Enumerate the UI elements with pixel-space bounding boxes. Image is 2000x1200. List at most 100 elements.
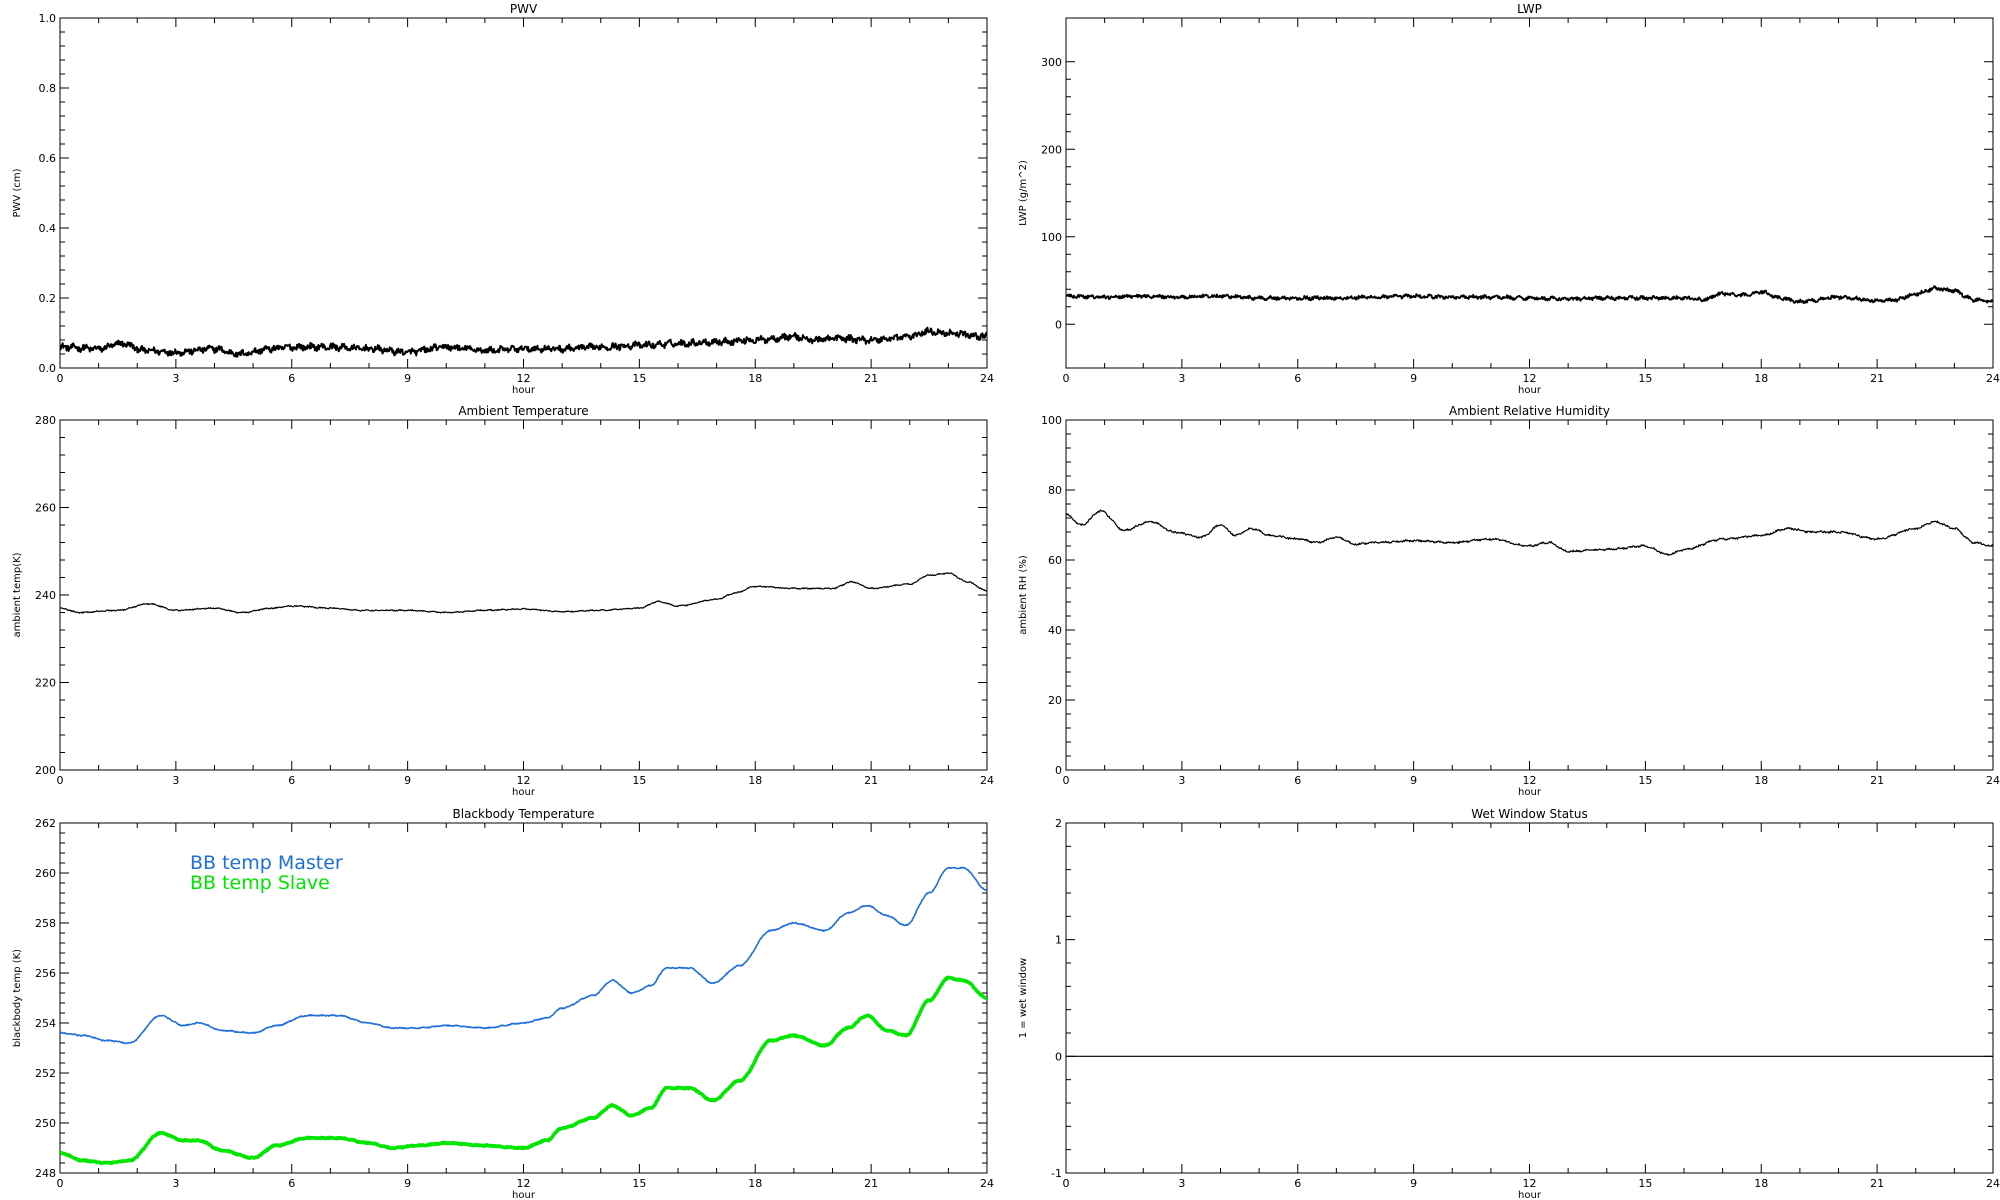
- y-tick-label: 260: [35, 502, 56, 515]
- x-tick-label: 24: [1986, 774, 2000, 787]
- x-axis-label: hour: [1518, 1190, 1542, 1200]
- series-line-1: [1066, 285, 1993, 305]
- x-tick-label: 3: [172, 774, 179, 787]
- y-tick-label: 1.0: [39, 12, 57, 25]
- x-tick-label: 12: [517, 372, 531, 385]
- x-tick-label: 3: [1178, 1177, 1185, 1190]
- y-tick-label: -1: [1051, 1167, 1062, 1180]
- plot-frame: [1065, 17, 1994, 369]
- y-tick-label: 100: [1041, 414, 1062, 427]
- x-tick-label: 18: [748, 774, 762, 787]
- y-tick-label: 220: [35, 677, 56, 690]
- plot-frame: [1065, 419, 1994, 771]
- chart-title: Blackbody Temperature: [453, 807, 595, 821]
- x-tick-label: 12: [1523, 774, 1537, 787]
- x-tick-label: 24: [980, 774, 994, 787]
- x-tick-label: 15: [632, 774, 646, 787]
- x-tick-label: 9: [404, 372, 411, 385]
- y-tick-label: 0.8: [39, 82, 57, 95]
- y-tick-label: 100: [1041, 231, 1062, 244]
- series-line-1: [60, 572, 987, 614]
- y-tick-label: 280: [35, 414, 56, 427]
- x-tick-label: 0: [1063, 1177, 1070, 1190]
- x-tick-label: 24: [1986, 372, 2000, 385]
- legend-entry: BB temp Master: [190, 852, 343, 874]
- x-tick-label: 3: [1178, 774, 1185, 787]
- x-tick-label: 3: [172, 1177, 179, 1190]
- series-line-2: [60, 975, 987, 1166]
- x-tick-label: 18: [748, 372, 762, 385]
- chart-title: Ambient Relative Humidity: [1449, 404, 1610, 418]
- y-tick-label: 240: [35, 589, 56, 602]
- x-tick-label: 15: [1638, 1177, 1652, 1190]
- x-tick-label: 9: [1410, 372, 1417, 385]
- y-tick-label: 262: [35, 817, 56, 830]
- y-tick-label: 248: [35, 1167, 56, 1180]
- y-tick-label: 300: [1041, 56, 1062, 69]
- y-tick-label: 0: [1055, 764, 1062, 777]
- x-tick-label: 9: [404, 774, 411, 787]
- x-tick-label: 3: [172, 372, 179, 385]
- plot-frame: [59, 419, 988, 771]
- x-tick-label: 18: [748, 1177, 762, 1190]
- x-tick-label: 24: [980, 1177, 994, 1190]
- y-tick-label: 0.4: [39, 222, 57, 235]
- x-tick-label: 12: [517, 1177, 531, 1190]
- chart-panel-3: Ambient Temperature 0 3 6 9 12 15 18 21 24 200 220 2…: [12, 404, 994, 798]
- x-tick-label: 21: [864, 372, 878, 385]
- chart-title: Wet Window Status: [1471, 807, 1587, 821]
- y-axis-label: ambient temp(K): [12, 552, 23, 637]
- x-tick-label: 9: [1410, 774, 1417, 787]
- x-axis-label: hour: [512, 385, 536, 396]
- chart-title: LWP: [1517, 2, 1542, 16]
- x-tick-label: 12: [1523, 1177, 1537, 1190]
- x-axis-label: hour: [1518, 385, 1542, 396]
- x-tick-label: 15: [632, 1177, 646, 1190]
- y-tick-label: 260: [35, 867, 56, 880]
- y-tick-label: 0.2: [39, 292, 57, 305]
- x-tick-label: 9: [1410, 1177, 1417, 1190]
- y-tick-label: 40: [1048, 624, 1062, 637]
- x-tick-label: 21: [864, 774, 878, 787]
- chart-panel-1: PWV 0 3 6 9 12 15 18 21 24 0.0 0.2 0.4 0.6 0.8 1.0 hour P…: [12, 2, 994, 396]
- chart-panel-2: LWP 0 3 6 9 12 15 18 21 24 0 100 200 300 hour LWP (g/m^…: [1018, 2, 2000, 396]
- y-tick-label: 258: [35, 917, 56, 930]
- y-axis-label: blackbody temp (K): [12, 949, 23, 1047]
- plot-frame: [59, 17, 988, 369]
- y-axis-label: 1 = wet window: [1018, 958, 1029, 1038]
- x-tick-label: 21: [1870, 774, 1884, 787]
- x-tick-label: 21: [1870, 372, 1884, 385]
- y-tick-label: 0: [1055, 318, 1062, 331]
- x-tick-label: 24: [980, 372, 994, 385]
- x-tick-label: 12: [517, 774, 531, 787]
- y-axis-label: ambient RH (%): [1018, 555, 1029, 635]
- x-tick-label: 6: [288, 774, 295, 787]
- x-tick-label: 9: [404, 1177, 411, 1190]
- y-tick-label: 80: [1048, 484, 1062, 497]
- x-tick-label: 21: [864, 1177, 878, 1190]
- y-tick-label: 256: [35, 967, 56, 980]
- y-tick-label: 252: [35, 1067, 56, 1080]
- y-tick-label: 0: [1055, 1050, 1062, 1063]
- plot-frame: [1065, 822, 1994, 1174]
- x-tick-label: 0: [57, 372, 64, 385]
- y-tick-label: 0.6: [39, 152, 57, 165]
- x-tick-label: 3: [1178, 372, 1185, 385]
- x-tick-label: 15: [1638, 774, 1652, 787]
- series-line-1: [60, 866, 987, 1045]
- y-tick-label: 2: [1055, 817, 1062, 830]
- legend-entry: BB temp Slave: [190, 872, 330, 894]
- y-tick-label: 20: [1048, 694, 1062, 707]
- x-tick-label: 18: [1754, 1177, 1768, 1190]
- y-tick-label: 200: [35, 764, 56, 777]
- x-tick-label: 18: [1754, 372, 1768, 385]
- x-tick-label: 15: [632, 372, 646, 385]
- chart-title: Ambient Temperature: [458, 404, 588, 418]
- chart-panel-4: Ambient Relative Humidity 0 3 6 9 12 15 18 21 24 0…: [1018, 404, 2000, 798]
- y-tick-label: 250: [35, 1117, 56, 1130]
- y-axis-label: LWP (g/m^2): [1018, 160, 1029, 226]
- y-tick-label: 60: [1048, 554, 1062, 567]
- x-tick-label: 15: [1638, 372, 1652, 385]
